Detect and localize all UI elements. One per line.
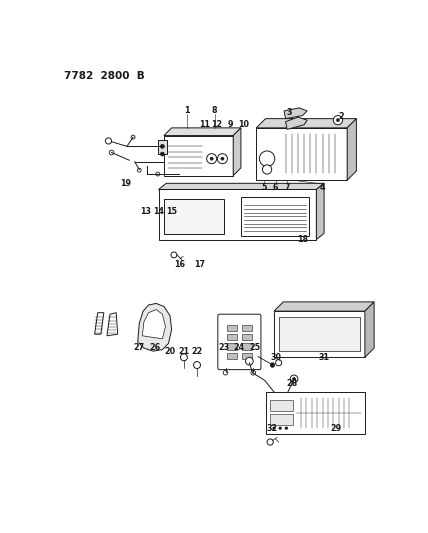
Polygon shape — [95, 313, 104, 334]
Polygon shape — [138, 303, 172, 351]
Circle shape — [105, 138, 112, 144]
Circle shape — [259, 151, 275, 166]
Text: 20: 20 — [164, 346, 175, 356]
Bar — [256, 128, 347, 180]
Polygon shape — [285, 117, 307, 130]
Polygon shape — [143, 310, 166, 339]
Circle shape — [171, 252, 177, 258]
Bar — [164, 199, 224, 234]
Bar — [270, 400, 293, 411]
Text: 13: 13 — [140, 206, 151, 215]
Text: 7: 7 — [284, 183, 290, 192]
Circle shape — [131, 135, 135, 139]
Polygon shape — [274, 302, 374, 311]
Circle shape — [262, 165, 272, 174]
Polygon shape — [233, 128, 241, 175]
Text: 8: 8 — [212, 107, 217, 116]
Circle shape — [156, 172, 160, 176]
Text: 27: 27 — [134, 343, 145, 352]
Text: 15: 15 — [166, 206, 177, 215]
Circle shape — [221, 157, 224, 160]
Text: 14: 14 — [153, 206, 164, 215]
FancyBboxPatch shape — [218, 314, 261, 370]
Text: 28: 28 — [286, 379, 297, 388]
Text: 16: 16 — [174, 261, 185, 269]
Circle shape — [292, 377, 296, 381]
Polygon shape — [107, 313, 118, 336]
Polygon shape — [347, 119, 357, 180]
Polygon shape — [164, 128, 241, 135]
Bar — [158, 140, 167, 154]
Circle shape — [217, 154, 227, 164]
Text: 19: 19 — [120, 179, 131, 188]
Polygon shape — [256, 119, 357, 128]
Text: 5: 5 — [261, 183, 267, 192]
Bar — [242, 353, 253, 359]
Circle shape — [336, 119, 339, 122]
Text: 31: 31 — [318, 353, 330, 362]
Bar — [164, 135, 233, 175]
Polygon shape — [284, 108, 307, 119]
Text: 6: 6 — [273, 183, 278, 192]
Text: 30: 30 — [271, 353, 282, 362]
Text: 32: 32 — [266, 424, 277, 433]
Circle shape — [160, 144, 164, 148]
Text: 11: 11 — [199, 119, 210, 128]
Text: 18: 18 — [297, 235, 308, 244]
Bar — [270, 414, 293, 425]
Circle shape — [333, 116, 342, 125]
Polygon shape — [316, 183, 324, 239]
Bar — [242, 343, 253, 350]
Text: 3: 3 — [287, 108, 292, 117]
Text: 23: 23 — [218, 343, 229, 352]
Bar — [227, 325, 237, 331]
Circle shape — [279, 427, 281, 429]
Bar — [274, 311, 365, 357]
Bar — [241, 197, 309, 236]
Circle shape — [210, 157, 213, 160]
Text: 4: 4 — [320, 183, 325, 192]
Circle shape — [181, 354, 187, 361]
Circle shape — [251, 370, 256, 375]
Text: 21: 21 — [178, 346, 190, 356]
Circle shape — [223, 370, 228, 375]
Bar — [279, 317, 360, 351]
Bar — [227, 334, 237, 341]
Text: 12: 12 — [211, 119, 223, 128]
Circle shape — [290, 375, 298, 383]
Circle shape — [193, 361, 200, 368]
Circle shape — [270, 363, 275, 367]
Circle shape — [109, 150, 114, 155]
Bar — [242, 334, 253, 341]
Circle shape — [246, 357, 253, 365]
Text: 24: 24 — [234, 343, 245, 352]
Polygon shape — [158, 183, 324, 189]
Text: 17: 17 — [194, 261, 205, 269]
Circle shape — [160, 152, 164, 156]
Text: 10: 10 — [238, 119, 249, 128]
Text: 29: 29 — [330, 424, 341, 433]
Bar — [227, 353, 237, 359]
Text: 2: 2 — [338, 112, 344, 121]
Bar — [227, 343, 237, 350]
Bar — [242, 325, 253, 331]
Circle shape — [137, 168, 141, 172]
Circle shape — [273, 427, 275, 429]
Bar — [158, 189, 316, 239]
Polygon shape — [365, 302, 374, 357]
Text: 9: 9 — [227, 119, 233, 128]
Text: 7782  2800  B: 7782 2800 B — [64, 70, 145, 80]
Circle shape — [276, 360, 282, 366]
Circle shape — [285, 427, 287, 429]
Text: 26: 26 — [149, 343, 160, 352]
Text: 25: 25 — [249, 343, 260, 352]
Text: 22: 22 — [191, 346, 202, 356]
Bar — [266, 392, 365, 434]
Text: 1: 1 — [184, 107, 190, 116]
Circle shape — [207, 154, 217, 164]
Circle shape — [267, 439, 273, 445]
